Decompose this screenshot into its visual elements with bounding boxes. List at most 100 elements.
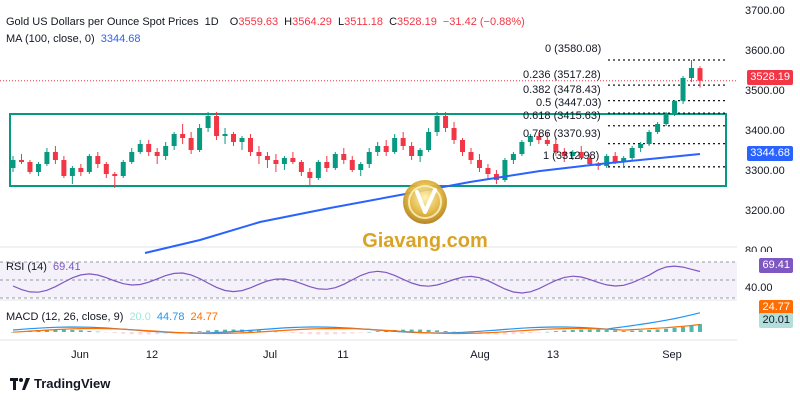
- candle-body: [570, 152, 576, 156]
- rsi-legend[interactable]: RSI (14) 69.41: [6, 261, 84, 273]
- candle-body: [180, 134, 186, 138]
- candle-body: [468, 152, 474, 160]
- macd-histogram-bar: [256, 330, 261, 332]
- macd-histogram-bar: [290, 332, 295, 334]
- macd-histogram-bar: [604, 329, 609, 332]
- candle-body: [332, 154, 338, 168]
- price-tick: 3300.00: [745, 165, 785, 177]
- macd-histogram-bar: [519, 332, 524, 334]
- macd-histogram-bar: [435, 330, 440, 332]
- macd-histogram-bar: [112, 332, 117, 334]
- macd-histogram-bar: [672, 327, 677, 332]
- macd-histogram-bar: [562, 330, 567, 332]
- high-value: 3564.29: [292, 16, 332, 28]
- macd-histogram-bar: [511, 332, 516, 335]
- macd-histogram-bar: [121, 332, 126, 334]
- high-label: H: [284, 16, 293, 28]
- range-box: [9, 113, 727, 187]
- ma-legend[interactable]: MA (100, close, 0) 3344.68: [6, 33, 143, 45]
- macd-histogram-bar: [638, 330, 643, 332]
- fib-label: 0.786 (3370.93): [523, 128, 601, 140]
- macd-histogram-bar: [231, 329, 236, 332]
- candle-body: [672, 100, 678, 114]
- macd-histogram-bar: [197, 331, 202, 332]
- macd-histogram-bar: [53, 329, 58, 332]
- candle-body: [120, 162, 126, 176]
- macd-histogram-bar: [11, 332, 15, 333]
- candle-body: [553, 144, 559, 152]
- macd-histogram-bar: [587, 329, 592, 332]
- macd-histogram-bar: [367, 331, 372, 333]
- candle-body: [231, 134, 237, 142]
- candle-body: [35, 164, 41, 172]
- rsi-tick: 40.00: [745, 282, 773, 294]
- date-tick: Jun: [71, 349, 89, 361]
- macd-histogram-bar: [664, 328, 669, 332]
- giavang-watermark: Giavang.com: [355, 178, 495, 258]
- candle-body: [655, 124, 661, 132]
- macd-hist-value: 20.0: [129, 311, 151, 323]
- tradingview-brand[interactable]: TradingView: [10, 376, 110, 391]
- candle-body: [86, 156, 92, 172]
- candle-body: [103, 164, 109, 174]
- macd-histogram-bar: [333, 332, 338, 335]
- candle-body: [476, 160, 482, 168]
- candle-body: [502, 160, 508, 180]
- macd-histogram-bar: [655, 329, 660, 332]
- candle-body: [349, 160, 355, 170]
- fib-label: 0.5 (3447.03): [536, 97, 602, 109]
- macd-histogram-bar: [70, 329, 75, 332]
- macd-histogram-bar: [95, 331, 100, 333]
- rsi-tick: 80.00: [745, 245, 773, 252]
- candle-body: [290, 158, 296, 162]
- macd-histogram-bar: [138, 332, 143, 335]
- last-price-badge: 3528.19: [747, 70, 793, 85]
- macd-histogram-bar: [316, 332, 321, 335]
- macd-histogram-bar: [536, 332, 541, 333]
- interval[interactable]: 1D: [204, 16, 219, 28]
- macd-histogram-bar: [341, 332, 346, 334]
- chart-legend: Gold US Dollars per Ounce Spot Prices 1D…: [6, 16, 528, 28]
- macd-histogram-bar: [350, 332, 355, 334]
- macd-histogram-bar: [155, 332, 160, 335]
- candle-body: [689, 68, 695, 78]
- candle-body: [621, 158, 627, 162]
- candle-body: [273, 160, 279, 164]
- candle-body: [536, 136, 542, 140]
- fib-label: 0.236 (3517.28): [523, 69, 601, 81]
- candle-body: [188, 138, 194, 150]
- macd-histogram-bar: [579, 329, 584, 332]
- candle-body: [409, 146, 415, 156]
- macd-signal-badge: 24.77: [759, 300, 793, 315]
- candle-body: [69, 168, 75, 176]
- price-tick: 3700.00: [745, 5, 785, 17]
- candle-body: [392, 138, 398, 152]
- candle-body: [366, 152, 372, 164]
- fib-label: 0 (3580.08): [545, 43, 602, 55]
- candle-body: [239, 138, 245, 142]
- candle-body: [61, 160, 67, 176]
- ma-label: MA (100, close, 0): [6, 33, 95, 45]
- date-tick: 12: [145, 349, 159, 361]
- candle-body: [205, 116, 211, 128]
- candle-body: [154, 152, 160, 156]
- macd-histogram-bar: [146, 332, 151, 335]
- candle-body: [10, 160, 16, 168]
- macd-histogram-bar: [104, 332, 109, 333]
- candle-body: [214, 116, 220, 136]
- candle-body: [612, 156, 618, 162]
- macd-histogram-bar: [469, 332, 473, 334]
- candle-body: [247, 138, 253, 152]
- candle-body: [629, 148, 635, 158]
- candle-body: [358, 164, 364, 170]
- macd-histogram-bar: [401, 329, 406, 332]
- watermark-text: Giavang.com: [362, 230, 488, 252]
- macd-histogram-bar: [358, 332, 363, 333]
- date-tick: Jul: [262, 349, 278, 361]
- macd-histogram-bar: [613, 330, 618, 332]
- candle-body: [527, 136, 533, 142]
- low-value: 3511.18: [344, 16, 384, 28]
- macd-legend[interactable]: MACD (12, 26, close, 9) 20.0 44.78 24.77: [6, 311, 221, 323]
- rsi-badge: 69.41: [759, 258, 793, 273]
